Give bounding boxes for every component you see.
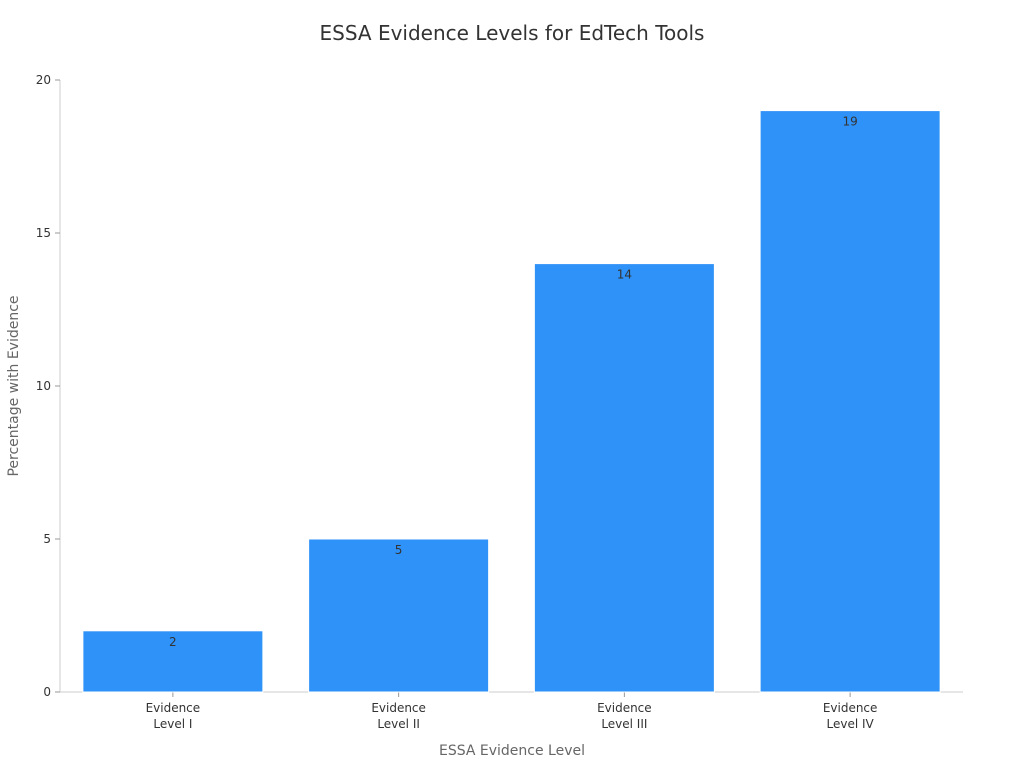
bar-value-label: 5 — [395, 543, 403, 557]
bar-value-label: 14 — [617, 268, 632, 282]
bar — [759, 110, 941, 693]
x-tick-label-line: Level I — [153, 717, 192, 731]
x-tick-label-line: Evidence — [146, 701, 201, 715]
x-tick-label-line: Evidence — [823, 701, 878, 715]
y-tick-label: 15 — [36, 226, 51, 240]
bars-group: 2 5 14 19 — [82, 110, 941, 693]
x-tick-label-line: Evidence — [371, 701, 426, 715]
chart-title: ESSA Evidence Levels for EdTech Tools — [320, 21, 705, 45]
bar-value-label: 19 — [842, 115, 857, 129]
x-tick-label-line: Level III — [601, 717, 647, 731]
y-tick-label: 0 — [43, 685, 51, 699]
x-tick-label: Evidence Level IV — [823, 701, 878, 731]
bar — [308, 538, 490, 693]
y-tick-label: 20 — [36, 73, 51, 87]
x-tick-label-line: Evidence — [597, 701, 652, 715]
x-axis-label: ESSA Evidence Level — [439, 743, 585, 759]
x-tick-label: Evidence Level II — [371, 701, 426, 731]
x-tick-label: Evidence Level III — [597, 701, 652, 731]
bar-value-label: 2 — [169, 635, 177, 649]
y-tick-label: 10 — [36, 379, 51, 393]
x-tick-label-line: Level IV — [827, 717, 875, 731]
x-tick-label-line: Level II — [377, 717, 420, 731]
y-axis: 0 5 10 15 20 — [36, 73, 61, 699]
bar — [82, 630, 264, 693]
x-tick-label: Evidence Level I — [146, 701, 201, 731]
bar — [533, 263, 715, 693]
x-axis: Evidence Level I Evidence Level II Evidence L… — [60, 691, 963, 731]
y-tick-label: 5 — [43, 532, 51, 546]
y-axis-label: Percentage with Evidence — [6, 295, 22, 476]
